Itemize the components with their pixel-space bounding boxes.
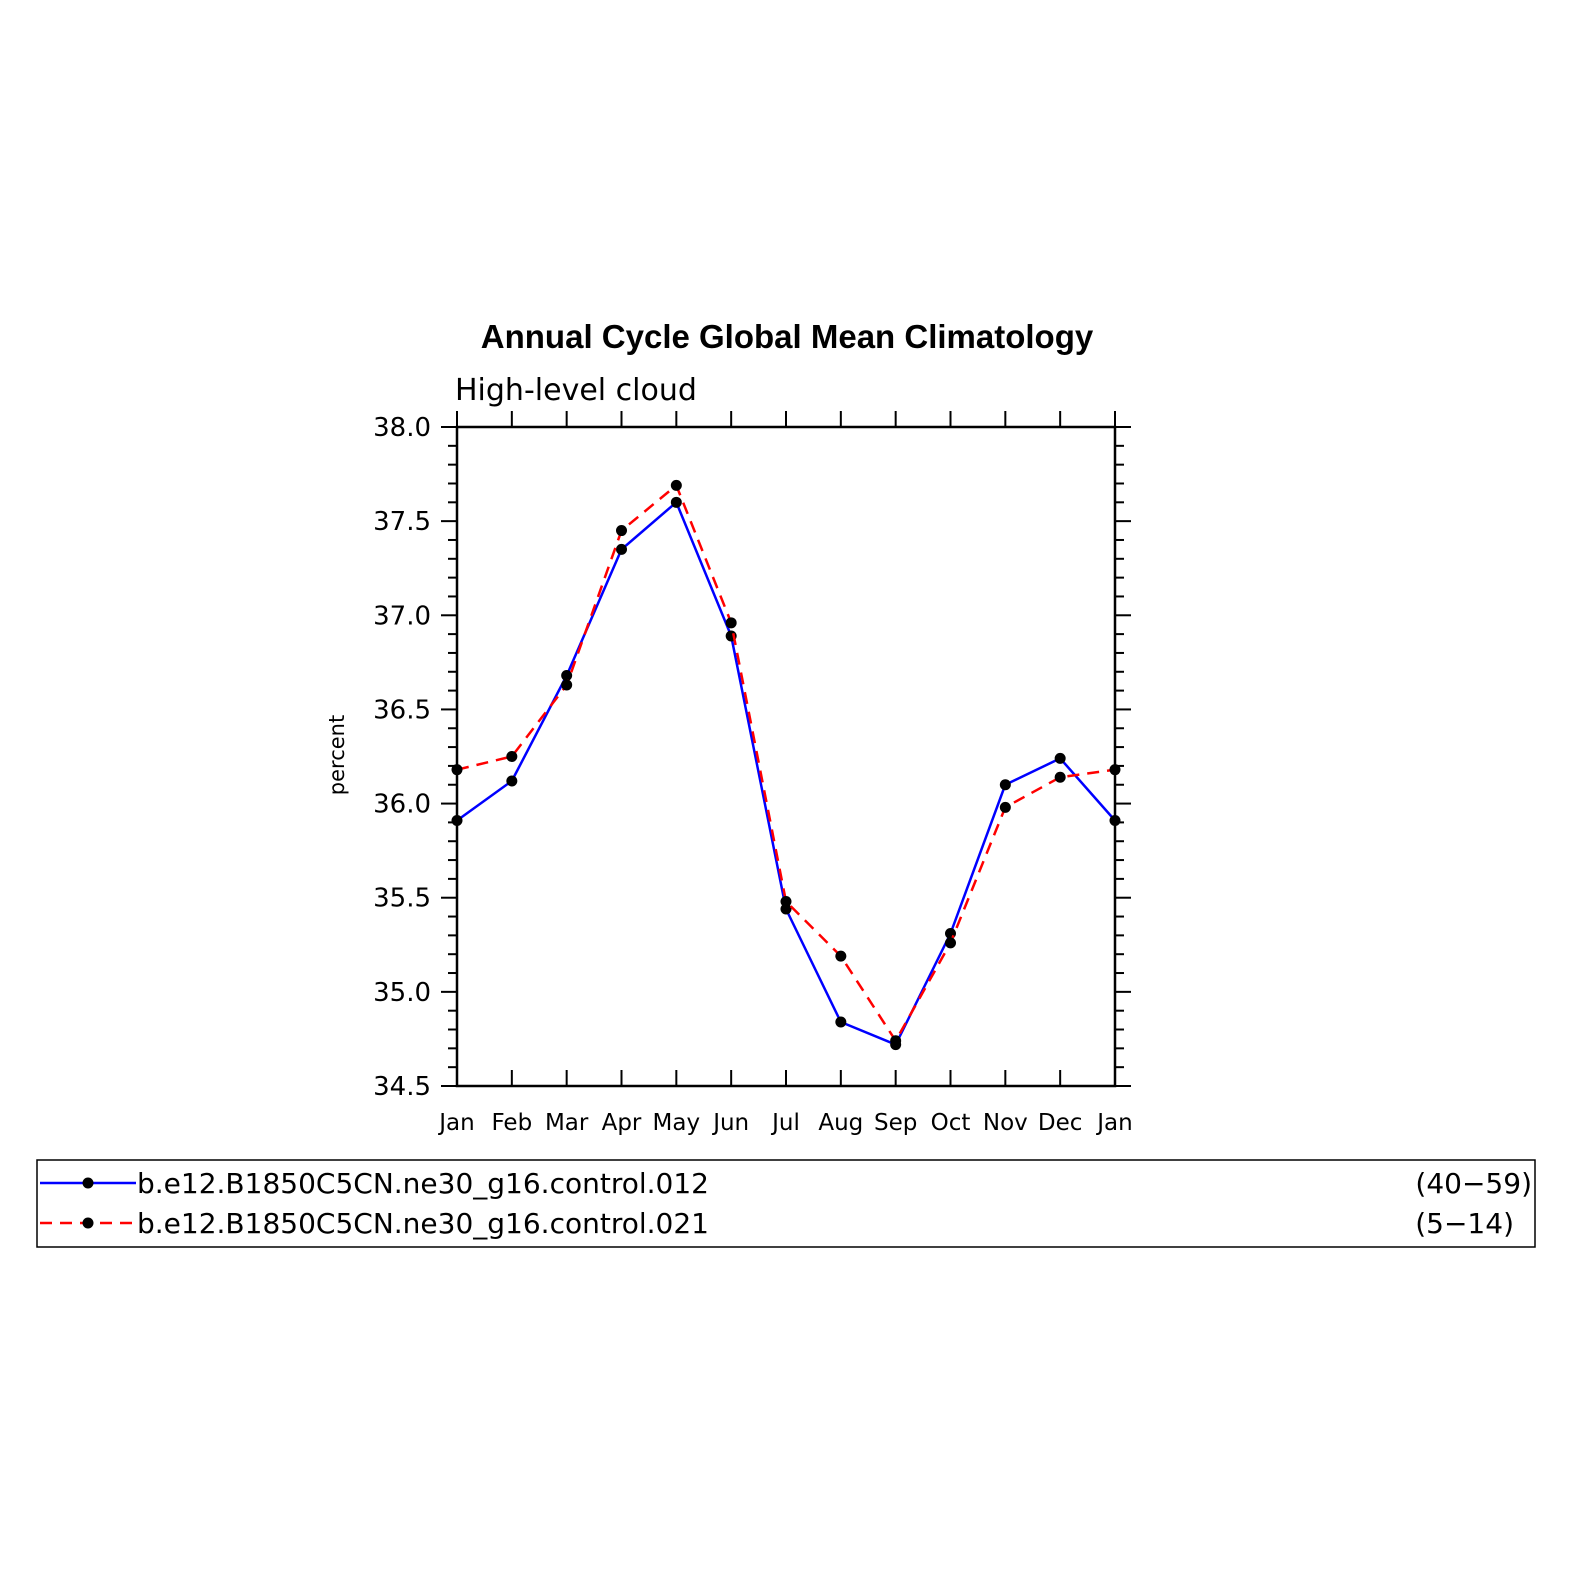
legend-label-series-1: b.e12.B1850C5CN.ne30_g16.control.012 bbox=[137, 1167, 709, 1200]
series-1-point bbox=[780, 903, 792, 915]
series-2-point bbox=[835, 950, 847, 962]
y-axis-label: percent bbox=[325, 715, 349, 795]
chart-title: Annual Cycle Global Mean Climatology bbox=[481, 318, 1094, 355]
series-1-point bbox=[999, 779, 1011, 791]
x-tick-label: Nov bbox=[983, 1110, 1028, 1136]
legend-years-series-2: (5−14) bbox=[1415, 1207, 1514, 1240]
legend-box bbox=[36, 1159, 1536, 1248]
series-2-point bbox=[945, 937, 956, 949]
x-tick-label: Apr bbox=[602, 1110, 642, 1136]
series-1-point bbox=[616, 543, 627, 555]
x-tick-label: Jan bbox=[437, 1110, 474, 1136]
x-tick-label: Sep bbox=[874, 1110, 917, 1136]
legend-years-series-1: (40−59) bbox=[1415, 1167, 1532, 1200]
y-tick-label: 36.5 bbox=[373, 695, 431, 725]
series-2-point bbox=[506, 751, 518, 762]
series-2-point bbox=[999, 801, 1011, 813]
axis-tick-labels: 34.5 35.0 35.5 36.0 36.5 37.0 37.5 38.0 Jan Feb Ma… bbox=[373, 413, 1133, 1136]
x-tick-label: Jan bbox=[1095, 1110, 1132, 1136]
x-tick-label: Jul bbox=[770, 1110, 800, 1136]
legend-marker-series-1 bbox=[82, 1177, 94, 1189]
legend-label-series-2: b.e12.B1850C5CN.ne30_g16.control.021 bbox=[137, 1207, 709, 1240]
series-1-point bbox=[945, 927, 956, 939]
series-1-point bbox=[835, 1016, 847, 1028]
axis-ticks bbox=[441, 411, 1131, 1087]
x-tick-label: Dec bbox=[1038, 1110, 1083, 1136]
series-2-point bbox=[616, 525, 627, 537]
y-tick-label: 35.5 bbox=[373, 884, 431, 914]
x-tick-label: Jun bbox=[711, 1110, 749, 1136]
series-2-point bbox=[725, 617, 737, 629]
y-tick-label: 34.5 bbox=[373, 1072, 431, 1102]
legend-entry-1: b.e12.B1850C5CN.ne30_g16.control.012 (40… bbox=[40, 1167, 1532, 1200]
legend: b.e12.B1850C5CN.ne30_g16.control.012 (40… bbox=[36, 1159, 1536, 1248]
legend-marker-series-2 bbox=[82, 1217, 94, 1229]
series-2-point bbox=[1054, 771, 1066, 783]
series-2-point bbox=[561, 679, 573, 691]
x-tick-label: Aug bbox=[818, 1110, 863, 1136]
y-tick-label: 38.0 bbox=[373, 413, 431, 443]
series-1-point bbox=[561, 670, 573, 682]
series-1-point bbox=[1054, 752, 1066, 764]
series-1-point bbox=[670, 496, 682, 508]
series-1-point bbox=[506, 775, 518, 787]
series-line-2 bbox=[456, 484, 1116, 1043]
y-tick-label: 37.0 bbox=[373, 601, 431, 631]
y-tick-label: 35.0 bbox=[373, 978, 431, 1008]
x-tick-label: May bbox=[653, 1110, 701, 1136]
series-2-point bbox=[670, 479, 682, 491]
series-layer bbox=[451, 479, 1121, 1051]
series-2-point bbox=[890, 1035, 902, 1047]
y-tick-label: 36.0 bbox=[373, 790, 431, 820]
y-tick-label: 37.5 bbox=[373, 507, 431, 537]
legend-entry-2: b.e12.B1850C5CN.ne30_g16.control.021 (5−… bbox=[40, 1207, 1514, 1240]
plot-frame bbox=[455, 425, 1117, 1088]
series-2-point bbox=[780, 895, 792, 907]
x-tick-label: Feb bbox=[491, 1110, 532, 1136]
series-line-1 bbox=[456, 501, 1116, 1046]
chart-subtitle: High-level cloud bbox=[455, 373, 697, 408]
x-tick-label: Oct bbox=[931, 1110, 971, 1136]
x-tick-label: Mar bbox=[545, 1110, 589, 1136]
